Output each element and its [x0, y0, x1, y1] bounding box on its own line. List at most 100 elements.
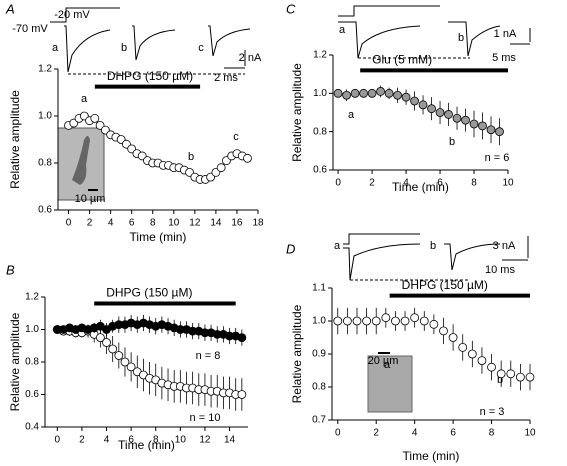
- annotation: b: [458, 32, 464, 44]
- data-point: [515, 372, 525, 382]
- traces-d: [343, 233, 529, 413]
- x-axis-label: Time (min): [118, 438, 175, 452]
- annotation: -20 mV: [54, 9, 90, 21]
- annotation: 3 nA: [493, 240, 516, 252]
- annotation: a: [334, 240, 341, 252]
- annotation: 2 ms: [214, 72, 238, 84]
- data-point: [371, 316, 381, 326]
- y-axis-label: Relative amplitude: [8, 90, 22, 189]
- annotation: n = 6: [485, 152, 510, 164]
- x-tick-label: 14: [224, 435, 236, 446]
- annotation: b: [449, 136, 455, 148]
- panel-label: D: [286, 241, 295, 256]
- annotation: c: [198, 42, 204, 54]
- x-tick-label: 12: [189, 218, 201, 229]
- x-tick-label: 8: [471, 178, 477, 189]
- traces-a: [50, 7, 251, 201]
- data-point: [448, 333, 458, 342]
- annotation: a: [339, 24, 346, 36]
- x-axis-label: Time (min): [392, 180, 449, 194]
- x-tick-label: 6: [450, 428, 456, 439]
- data-point: [243, 153, 252, 163]
- data-point: [486, 125, 496, 135]
- y-axis-label: Relative amplitude: [290, 63, 304, 162]
- data-point: [467, 349, 477, 359]
- data-point: [400, 316, 410, 326]
- data-point: [506, 369, 516, 379]
- data-point: [429, 319, 439, 329]
- data-point: [359, 88, 368, 98]
- application-label: DHPG (150 µM): [106, 286, 192, 300]
- y-axis-label: Relative amplitude: [8, 312, 22, 411]
- x-tick-label: 10: [168, 218, 180, 229]
- data-point: [444, 110, 453, 119]
- annotation: 1 nA: [494, 28, 517, 40]
- annotation: n = 8: [196, 350, 221, 362]
- data-point: [350, 88, 360, 98]
- data-point: [419, 316, 429, 326]
- annotation: b: [430, 240, 436, 252]
- data-point: [352, 316, 362, 326]
- data-point: [126, 362, 136, 372]
- data-point: [487, 362, 496, 372]
- x-tick-label: 10: [524, 428, 536, 439]
- application-label: Glu (5 mM): [372, 53, 432, 67]
- x-tick-label: 0: [66, 218, 72, 229]
- x-tick-label: 2: [373, 428, 379, 439]
- data-point: [108, 344, 118, 354]
- data-point: [362, 316, 372, 326]
- data-point: [367, 88, 377, 98]
- annotation: 2 nA: [239, 52, 262, 64]
- x-tick-label: 8: [153, 435, 159, 446]
- x-tick-label: 10: [502, 178, 514, 189]
- x-tick-label: 2: [369, 178, 375, 189]
- data-point: [216, 163, 226, 173]
- x-tick-label: 16: [231, 218, 243, 229]
- data-point: [342, 316, 352, 326]
- panel-label: C: [286, 1, 296, 16]
- annotation: a: [348, 109, 355, 121]
- data-point: [90, 113, 100, 123]
- y-tick-label: 1.0: [312, 316, 326, 327]
- data-point: [495, 127, 504, 137]
- data-point: [381, 313, 391, 323]
- x-tick-label: 6: [437, 178, 443, 189]
- x-tick-label: 18: [252, 218, 264, 229]
- y-tick-label: 1.0: [313, 88, 327, 99]
- data-point: [120, 357, 130, 367]
- annotation: 10 ms: [485, 264, 515, 276]
- x-tick-label: 6: [128, 435, 134, 446]
- x-tick-label: 0: [335, 428, 341, 439]
- data-point: [333, 316, 343, 326]
- data-point: [458, 342, 468, 352]
- data-point: [376, 87, 385, 96]
- data-point: [95, 333, 105, 343]
- data-point: [102, 338, 111, 347]
- x-tick-label: 8: [150, 218, 156, 229]
- annotation: -70 mV: [12, 23, 48, 35]
- data-point: [435, 108, 445, 117]
- data-point: [410, 96, 419, 106]
- y-axis-label: Relative amplitude: [290, 304, 304, 403]
- x-tick-label: 4: [108, 218, 114, 229]
- annotation: 10 µm: [75, 193, 106, 205]
- x-tick-label: 0: [335, 178, 341, 189]
- y-tick-label: 0.4: [25, 422, 39, 433]
- data-point: [401, 92, 411, 102]
- y-tick-label: 1.2: [38, 64, 52, 75]
- data-point: [114, 351, 124, 360]
- y-tick-label: 0.6: [38, 205, 52, 216]
- data-point: [237, 390, 247, 399]
- x-tick-label: 10: [175, 435, 187, 446]
- x-tick-label: 4: [403, 178, 409, 189]
- data-point: [439, 326, 448, 336]
- data-point: [525, 372, 535, 382]
- x-tick-label: 6: [129, 218, 135, 229]
- annotation: 5 ms: [492, 52, 516, 64]
- annotation: c: [233, 131, 239, 143]
- data-point: [477, 356, 487, 366]
- y-tick-label: 0.8: [25, 357, 39, 368]
- y-tick-label: 1.1: [312, 283, 326, 294]
- annotation: a: [384, 359, 391, 371]
- annotation: n = 10: [190, 412, 221, 424]
